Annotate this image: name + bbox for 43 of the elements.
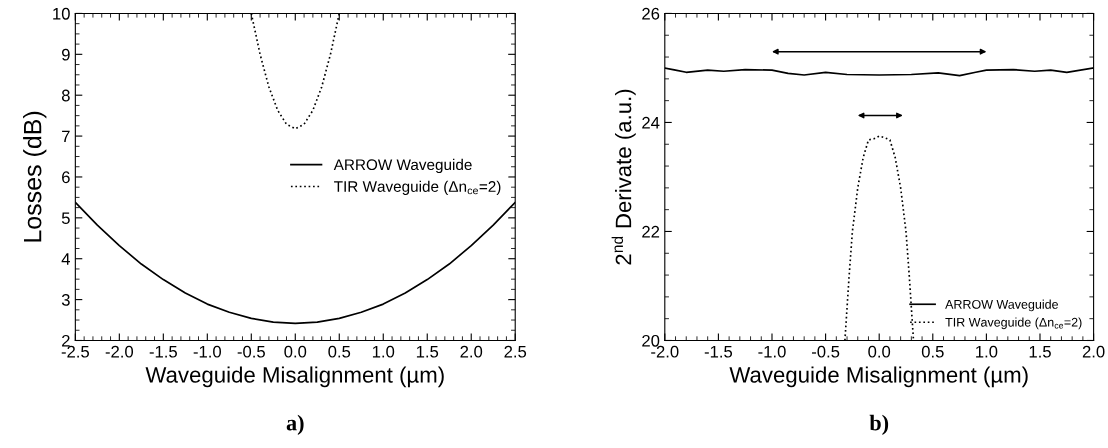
x-tick-label: -0.5 [237,345,265,358]
x-tick-label: 2.0 [460,345,483,358]
x-tick-label: -0.5 [811,345,840,358]
y-tick-label: 24 [642,116,660,129]
x-tick-label: -1.5 [704,345,733,358]
text: a) [286,414,304,435]
x-tick-label: 1.5 [1029,345,1051,358]
y-tick-label: 20 [642,334,660,347]
y-tick-label: 5 [61,212,70,225]
x-tick-label: 0.5 [921,345,944,358]
y-tick-label: 10 [53,7,70,20]
y-tick-label: 26 [642,7,660,20]
x-tick-label: -1.0 [758,345,786,358]
x-tick-label: -2.0 [651,345,679,358]
y-tick-label: 2 [62,334,70,347]
x-tick-label: 0.5 [328,345,351,358]
y-tick-label: 22 [642,225,660,238]
x-axis-title: Waveguide Misalignment (µm) [145,366,444,388]
y-tick-label: 7 [62,130,70,143]
x-tick-label: 2.0 [1082,345,1105,358]
text: b) [869,414,889,435]
x-tick-label: -1.5 [149,345,177,358]
y-axis-title: Losses (dB) [23,111,47,242]
x-tick-label: -1.0 [193,345,222,358]
x-tick-label: -2.0 [105,345,134,358]
legend-label: ARROW Waveguide [945,299,1058,312]
y-tick-label: 9 [62,48,70,61]
x-tick-label: 1.0 [372,345,395,358]
legend-label: TIR Waveguide (Δn$_{ce}$=2) [334,180,501,195]
y-axis-title: 2$^{nd}$ Derivate (a.u.) [611,89,636,265]
x-tick-label: 2.5 [504,345,527,358]
x-tick-label: 0.0 [868,345,891,358]
y-tick-label: 3 [61,294,70,306]
legend-label: TIR Waveguide (Δn$_{ce}$=2) [945,317,1082,330]
legend-label: ARROW Waveguide [333,158,472,174]
x-tick-label: 1.0 [976,345,998,358]
y-tick-label: 6 [62,171,70,184]
y-tick-label: 8 [61,89,70,102]
y-tick-label: 4 [61,253,70,265]
x-tick-label: -2.5 [61,345,90,358]
x-tick-label: 0.0 [284,345,307,358]
x-tick-label: 1.5 [416,345,439,358]
x-axis-title: Waveguide Misalignment (µm) [729,366,1028,388]
